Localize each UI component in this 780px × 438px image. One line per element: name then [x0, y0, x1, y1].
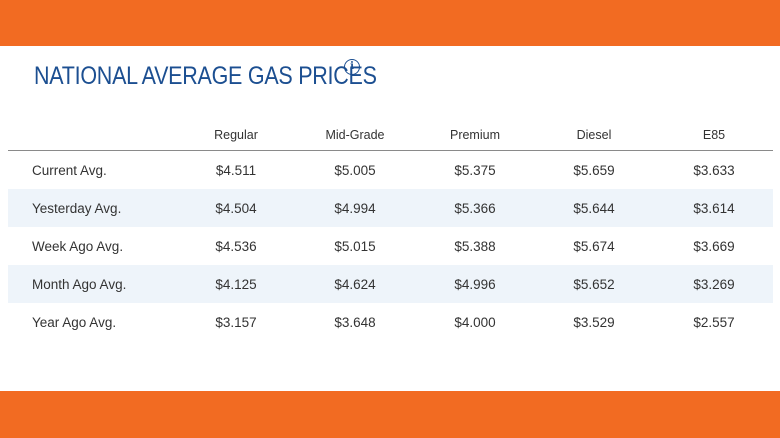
table-cell: $3.633	[693, 163, 735, 178]
table-row: Month Ago Avg. $4.125 $4.624 $4.996 $5.6…	[8, 265, 773, 303]
table-row: Week Ago Avg. $4.536 $5.015 $5.388 $5.67…	[8, 227, 773, 265]
table-cell: $4.624	[334, 277, 376, 292]
table-cell: $5.659	[573, 163, 615, 178]
table-cell: $3.529	[573, 315, 615, 330]
row-label: Year Ago Avg.	[32, 315, 117, 330]
column-header-e85: E85	[702, 128, 726, 142]
row-label: Yesterday Avg.	[32, 201, 122, 216]
column-header-premium: Premium	[449, 128, 500, 142]
table-cell: $4.000	[454, 315, 496, 330]
table-cell: $5.375	[454, 163, 496, 178]
table-cell: $3.614	[693, 201, 735, 216]
column-header-diesel: Diesel	[576, 128, 612, 142]
table-cell: $3.669	[693, 239, 735, 254]
table-cell: $5.652	[573, 277, 615, 292]
table-cell: $4.994	[334, 201, 376, 216]
table-row: Year Ago Avg. $3.157 $3.648 $4.000 $3.52…	[8, 303, 773, 341]
column-header-regular: Regular	[214, 128, 258, 142]
gas-prices-table: Regular Mid-Grade Premium Diesel E85 Cur…	[8, 118, 773, 341]
table-cell: $4.125	[215, 277, 257, 292]
table-cell: $4.996	[454, 277, 496, 292]
row-label: Current Avg.	[32, 163, 107, 178]
table-cell: $4.511	[215, 163, 257, 178]
row-label: Month Ago Avg.	[32, 277, 127, 292]
page-title: NATIONAL AVERAGE GAS PRICES	[34, 62, 377, 90]
table-cell: $5.015	[334, 239, 376, 254]
column-header-mid-grade: Mid-Grade	[325, 128, 385, 142]
table-cell: $4.536	[215, 239, 257, 254]
row-label: Week Ago Avg.	[32, 239, 124, 254]
table-cell: $5.366	[454, 201, 496, 216]
table-cell: $5.674	[573, 239, 615, 254]
title-area: NATIONAL AVERAGE GAS PRICES i	[34, 59, 433, 92]
table-header: Regular Mid-Grade Premium Diesel E85	[8, 118, 773, 151]
table-row: Yesterday Avg. $4.504 $4.994 $5.366 $5.6…	[8, 189, 773, 227]
table-cell: $3.648	[334, 315, 376, 330]
table-cell: $5.005	[334, 163, 376, 178]
table-cell: $5.644	[573, 201, 615, 216]
bottom-banner	[0, 391, 780, 438]
top-banner	[0, 0, 780, 46]
table-cell: $3.157	[215, 315, 257, 330]
table-cell: $4.504	[215, 201, 257, 216]
table-cell: $5.388	[454, 239, 496, 254]
table-cell: $2.557	[693, 315, 735, 330]
table-row: Current Avg. $4.511 $5.005 $5.375 $5.659…	[8, 151, 773, 189]
table-cell: $3.269	[693, 277, 735, 292]
info-icon[interactable]: i	[344, 59, 360, 75]
